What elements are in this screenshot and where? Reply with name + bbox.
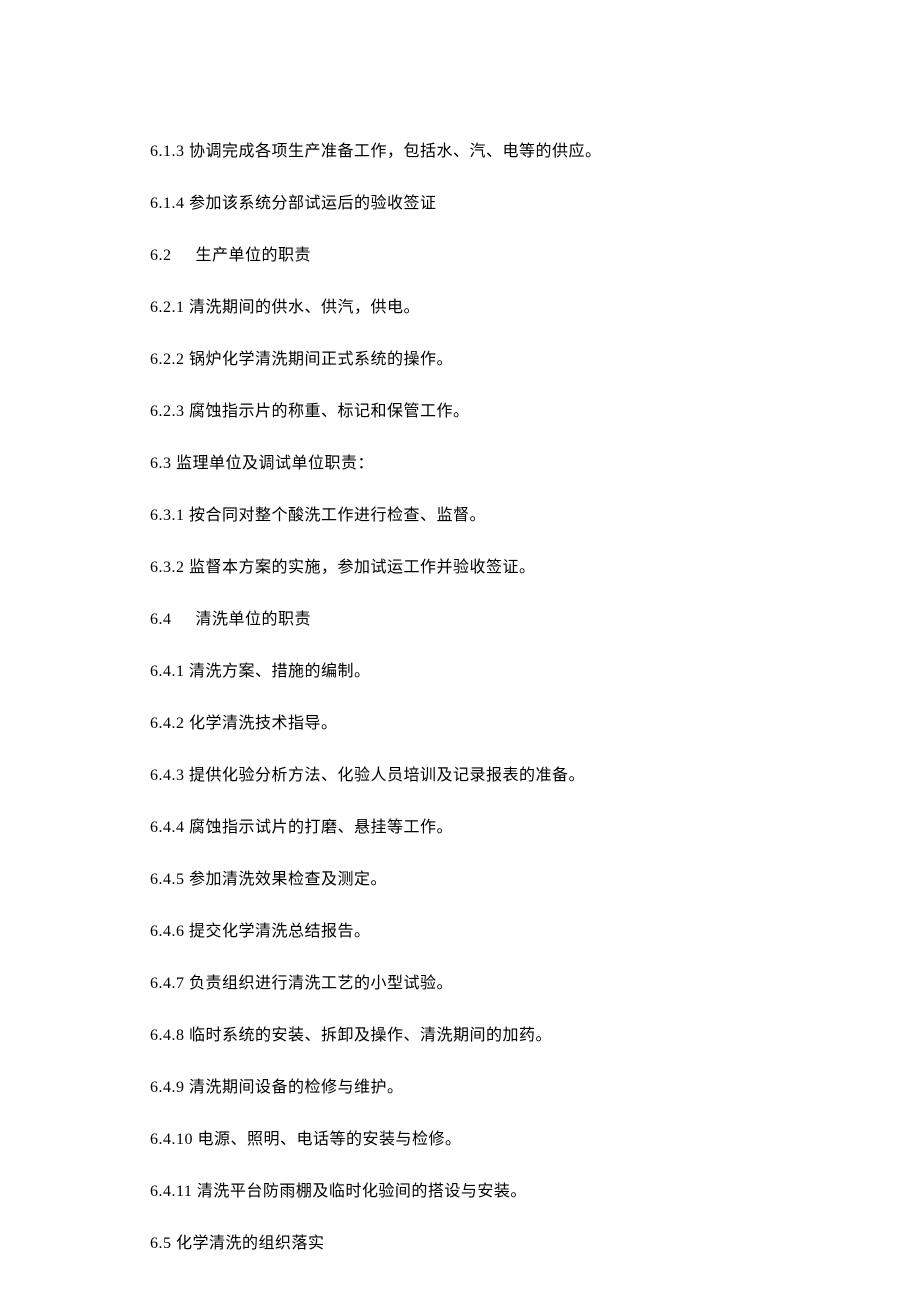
line-number: 6.5	[150, 1235, 172, 1252]
line-text: 提交化学清洗总结报告。	[189, 923, 371, 940]
document-line: 6.4.4 腐蚀指示试片的打磨、悬挂等工作。	[150, 816, 770, 840]
line-number: 6.1.4	[150, 195, 185, 212]
document-line: 6.2.3 腐蚀指示片的称重、标记和保管工作。	[150, 400, 770, 424]
document-line: 6.4.2 化学清洗技术指导。	[150, 712, 770, 736]
document-line: 6.4.3 提供化验分析方法、化验人员培训及记录报表的准备。	[150, 764, 770, 788]
document-line: 6.2.1 清洗期间的供水、供汽，供电。	[150, 296, 770, 320]
line-number: 6.4.1	[150, 663, 185, 680]
line-number: 6.1.3	[150, 143, 185, 160]
document-line: 6.4.1 清洗方案、措施的编制。	[150, 660, 770, 684]
document-line: 6.4.8 临时系统的安装、拆卸及操作、清洗期间的加药。	[150, 1024, 770, 1048]
line-number: 6.2.3	[150, 403, 185, 420]
document-line: 6.1.4 参加该系统分部试运后的验收签证	[150, 192, 770, 216]
line-number: 6.4.11	[150, 1183, 192, 1200]
line-number: 6.4.4	[150, 819, 185, 836]
line-number: 6.3.1	[150, 507, 185, 524]
document-line: 6.3.2 监督本方案的实施，参加试运工作并验收签证。	[150, 556, 770, 580]
line-text: 化学清洗技术指导。	[189, 715, 338, 732]
line-text: 腐蚀指示试片的打磨、悬挂等工作。	[189, 819, 453, 836]
line-text: 清洗单位的职责	[196, 611, 312, 628]
line-text: 协调完成各项生产准备工作，包括水、汽、电等的供应。	[189, 143, 602, 160]
line-number: 6.4.8	[150, 1027, 185, 1044]
document-line: 6.4.6 提交化学清洗总结报告。	[150, 920, 770, 944]
line-text: 负责组织进行清洗工艺的小型试验。	[189, 975, 453, 992]
line-text: 电源、照明、电话等的安装与检修。	[198, 1131, 462, 1148]
document-line: 6.4 清洗单位的职责	[150, 608, 770, 632]
line-number: 6.4.3	[150, 767, 185, 784]
line-text: 监理单位及调试单位职责：	[176, 455, 374, 472]
line-number: 6.2	[150, 247, 172, 264]
line-text: 腐蚀指示片的称重、标记和保管工作。	[189, 403, 470, 420]
line-number: 6.4	[150, 611, 172, 628]
line-text: 清洗期间的供水、供汽，供电。	[189, 299, 420, 316]
line-text: 锅炉化学清洗期间正式系统的操作。	[189, 351, 453, 368]
line-text: 监督本方案的实施，参加试运工作并验收签证。	[189, 559, 536, 576]
document-line: 6.4.7 负责组织进行清洗工艺的小型试验。	[150, 972, 770, 996]
document-line: 6.4.11 清洗平台防雨棚及临时化验间的搭设与安装。	[150, 1180, 770, 1204]
document-line: 6.3 监理单位及调试单位职责：	[150, 452, 770, 476]
document-line: 6.4.9 清洗期间设备的检修与维护。	[150, 1076, 770, 1100]
line-text: 提供化验分析方法、化验人员培训及记录报表的准备。	[189, 767, 585, 784]
line-number: 6.4.6	[150, 923, 185, 940]
line-number: 6.4.5	[150, 871, 185, 888]
line-number: 6.2.2	[150, 351, 185, 368]
document-line: 6.2 生产单位的职责	[150, 244, 770, 268]
document-line: 6.2.2 锅炉化学清洗期间正式系统的操作。	[150, 348, 770, 372]
line-text: 清洗方案、措施的编制。	[189, 663, 371, 680]
line-text: 按合同对整个酸洗工作进行检查、监督。	[189, 507, 486, 524]
line-text: 清洗平台防雨棚及临时化验间的搭设与安装。	[197, 1183, 527, 1200]
document-line: 6.4.5 参加清洗效果检查及测定。	[150, 868, 770, 892]
line-number: 6.4.10	[150, 1131, 193, 1148]
line-number: 6.4.2	[150, 715, 185, 732]
line-number: 6.3.2	[150, 559, 185, 576]
line-text: 化学清洗的组织落实	[176, 1235, 325, 1252]
line-number: 6.3	[150, 455, 172, 472]
line-text: 生产单位的职责	[196, 247, 312, 264]
document-line: 6.3.1 按合同对整个酸洗工作进行检查、监督。	[150, 504, 770, 528]
line-text: 临时系统的安装、拆卸及操作、清洗期间的加药。	[189, 1027, 552, 1044]
line-number: 6.2.1	[150, 299, 185, 316]
line-text: 参加该系统分部试运后的验收签证	[189, 195, 437, 212]
document-line: 6.5 化学清洗的组织落实	[150, 1232, 770, 1256]
document-line: 6.1.3 协调完成各项生产准备工作，包括水、汽、电等的供应。	[150, 140, 770, 164]
line-text: 清洗期间设备的检修与维护。	[189, 1079, 404, 1096]
line-text: 参加清洗效果检查及测定。	[189, 871, 387, 888]
line-number: 6.4.9	[150, 1079, 185, 1096]
document-body: 6.1.3 协调完成各项生产准备工作，包括水、汽、电等的供应。 6.1.4 参加该…	[150, 140, 770, 1256]
line-number: 6.4.7	[150, 975, 185, 992]
document-line: 6.4.10 电源、照明、电话等的安装与检修。	[150, 1128, 770, 1152]
